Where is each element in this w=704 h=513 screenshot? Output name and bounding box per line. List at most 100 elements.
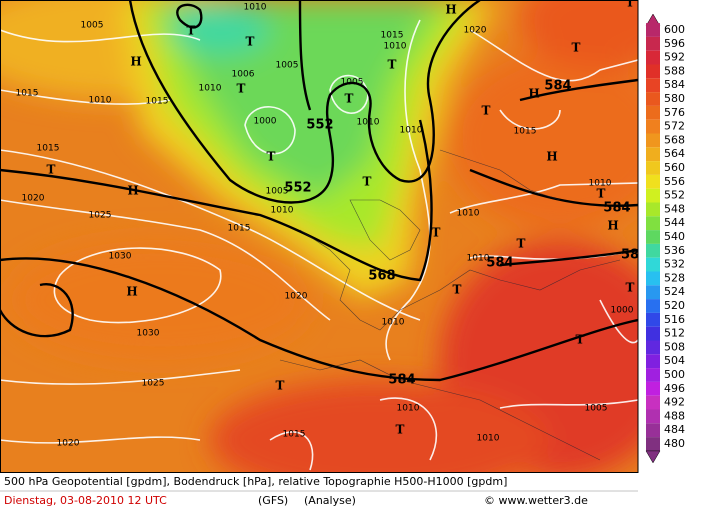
pressure-label: 1005 [341,78,364,88]
footer-date: Dienstag, 03-08-2010 12 UTC [4,494,167,507]
legend-label: 548 [664,202,685,215]
legend-label: 600 [664,23,685,36]
legend-label: 508 [664,340,685,353]
legend-label: 500 [664,368,685,381]
pressure-label: 1030 [137,329,160,339]
pressure-label: 1015 [283,430,306,440]
low-marker: T [572,41,581,55]
low-marker: T [187,24,196,38]
geopotential-label: 584 [544,79,571,94]
geopotential-label: 552 [284,181,311,196]
pressure-label: 1000 [254,117,277,127]
legend-swatch [646,340,660,355]
legend-label: 504 [664,354,685,367]
low-marker: T [388,58,397,72]
pressure-label: 1010 [89,96,112,106]
legend-label: 568 [664,133,685,146]
legend-swatch [646,188,660,203]
legend-swatch [646,23,660,37]
pressure-label: 1010 [397,404,420,414]
legend-swatch [646,423,660,438]
pressure-label: 1015 [514,127,537,137]
pressure-label: 1015 [16,89,39,99]
legend-swatch [646,78,660,93]
legend-swatch [646,147,660,162]
legend-label: 532 [664,258,685,271]
pressure-label: 1015 [37,144,60,154]
pressure-label: 1015 [228,224,251,234]
footer-description: 500 hPa Geopotential [gpdm], Bodendruck … [4,475,507,488]
pressure-label: 1005 [81,21,104,31]
legend-label: 540 [664,230,685,243]
legend-swatch [646,243,660,258]
pressure-label: 1020 [464,26,487,36]
legend-swatch [646,202,660,217]
legend-swatch [646,105,660,120]
geopotential-label: 552 [306,118,333,133]
legend-label: 528 [664,271,685,284]
pressure-label: 1010 [457,209,480,219]
low-marker: T [482,104,491,118]
legend-label: 556 [664,175,685,188]
low-marker: T [267,150,276,164]
legend-label: 520 [664,299,685,312]
pressure-label: 1010 [400,126,423,136]
low-marker: T [276,379,285,393]
legend-swatch [646,133,660,148]
pressure-label: 1005 [585,404,608,414]
low-marker: T [517,237,526,251]
legend-label: 496 [664,382,685,395]
legend-label: 588 [664,64,685,77]
legend-swatch [646,161,660,175]
low-marker: T [626,0,635,10]
pressure-label: 1010 [467,254,490,264]
high-marker: H [607,219,618,233]
legend-swatch [646,299,660,313]
legend-label: 584 [664,78,685,91]
legend-label: 552 [664,189,685,202]
legend-swatch [646,381,660,396]
pressure-label: 1015 [146,97,169,107]
geopotential-label: 58 [621,248,639,263]
legend-label: 536 [664,244,685,257]
geopotential-label: 584 [603,201,630,216]
high-marker: H [127,184,138,198]
legend-label: 484 [664,423,685,436]
legend-swatch [646,92,660,106]
low-marker: T [626,281,635,295]
pressure-label: 1005 [276,61,299,71]
footer-run: (Analyse) [304,494,356,507]
low-marker: T [432,226,441,240]
legend-label: 560 [664,161,685,174]
legend-swatch [646,285,660,300]
legend-swatch [646,216,660,231]
footer-model: (GFS) [258,494,288,507]
pressure-label: 1010 [589,179,612,189]
low-marker: T [576,333,585,347]
low-marker: T [345,92,354,106]
geopotential-label: 584 [486,256,513,271]
legend-swatch [646,36,660,51]
legend-swatch [646,50,660,65]
high-marker: H [528,87,539,101]
pressure-label: 1005 [266,187,289,197]
map-frame [0,0,639,473]
pressure-label: 1010 [357,118,380,128]
legend-label: 596 [664,37,685,50]
pressure-label: 1030 [109,252,132,262]
low-marker: T [396,423,405,437]
pressure-label: 1025 [89,211,112,221]
pressure-label: 1006 [232,70,255,80]
legend-label: 524 [664,285,685,298]
legend-label: 492 [664,396,685,409]
legend-label: 544 [664,216,685,229]
map-field [0,0,638,472]
legend-cap-bottom [645,450,661,464]
pressure-label: 1010 [477,434,500,444]
legend-label: 580 [664,92,685,105]
legend-swatch [646,312,660,327]
legend-label: 512 [664,327,685,340]
legend-swatch [646,354,660,369]
geopotential-label: 568 [368,269,395,284]
